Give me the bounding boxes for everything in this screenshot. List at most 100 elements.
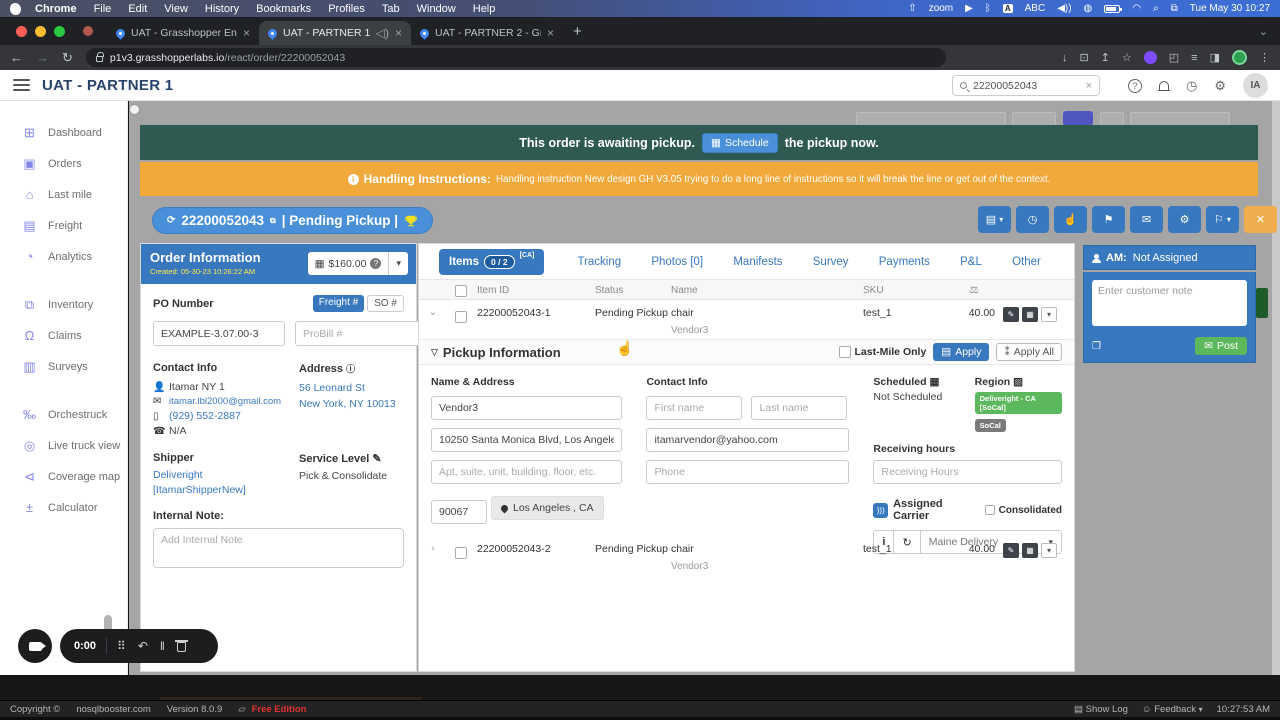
close-tab-icon[interactable]: × [242,26,250,40]
tab-manifests[interactable]: Manifests [733,255,783,268]
feedback-button[interactable]: ☺ Feedback ▾ [1141,703,1203,715]
milestone-button[interactable]: ⚐ ▾ [1206,206,1239,233]
recorder-undo-icon[interactable]: ↶ [137,639,148,653]
minimize-window-button[interactable] [35,25,46,37]
tab-items[interactable]: Items 0 / 2 [CA] [439,248,545,275]
sidebar-item-inventory[interactable]: ⧉ Inventory [0,289,127,320]
chrome-menu-icon[interactable]: ⋮ [1259,52,1270,64]
consolidated-checkbox[interactable]: Consolidated [984,505,1062,516]
email-button[interactable]: ✉ [1130,206,1163,233]
pickup-email-input[interactable] [646,428,850,452]
note-copy-icon[interactable]: ❐ [1092,340,1101,352]
close-tab-icon[interactable]: × [394,26,402,40]
documents-button[interactable]: ▤ ▾ [978,206,1011,233]
address-info-icon[interactable]: ⓘ [346,364,356,374]
row-checkbox[interactable] [455,547,467,559]
address-line-1[interactable]: 56 Leonard St [299,382,365,394]
settings-gear-icon[interactable]: ⚙ [1214,77,1226,93]
carrier-refresh-button[interactable]: ↻ [894,531,921,553]
help-icon[interactable]: ? [1128,78,1142,93]
sidebar-item-orders[interactable]: ▣ Orders [23,155,82,171]
pickup-zip-input[interactable] [431,500,487,524]
apply-all-button[interactable]: ⁑ Apply All [996,343,1062,361]
po-number-input[interactable] [153,321,285,346]
zoom-window-button[interactable] [54,25,65,37]
share-icon[interactable]: ↥ [1100,52,1110,64]
pickup-last-name-input[interactable] [751,396,848,420]
bluetooth-icon[interactable]: ᛒ [984,3,991,14]
menubar-clock[interactable]: Tue May 30 10:27 [1189,3,1270,14]
sidebar-item-claims[interactable]: Ω Claims [0,320,127,351]
menu-file[interactable]: File [93,2,112,15]
sidebar-item-orchestruck[interactable]: ‰ Orchestruck [23,407,108,422]
zoom-menu-item[interactable]: zoom [928,3,954,14]
tab-uat-partner-1[interactable]: UAT - PARTNER 1 - Grassh ◁) × [259,21,411,45]
contact-phone-link[interactable]: (929) 552-2887 [169,410,241,422]
post-note-button[interactable]: ✉ Post [1195,337,1247,355]
new-tab-button[interactable]: + [573,22,582,40]
select-all-checkbox[interactable] [455,284,467,297]
refresh-icon[interactable]: ⟳ [167,215,176,226]
apple-menu-icon[interactable] [10,2,21,15]
display-icon[interactable]: ⇧ [908,3,917,14]
last-mile-only-checkbox[interactable]: Last-Mile Only [838,346,926,358]
edit-item-button[interactable]: ✎ [1003,307,1019,322]
order-status-pill[interactable]: ⟳ 22200052043 ⧉ | Pending Pickup | [152,207,434,234]
hold-button[interactable]: ☝ [1054,206,1087,233]
tab-tracking[interactable]: Tracking [577,255,622,268]
sidebar-item-coverage-map[interactable]: ⊲ Coverage map [0,461,127,492]
tab-payments[interactable]: Payments [878,255,930,268]
user-avatar[interactable]: IA [1243,73,1268,98]
flag-button[interactable]: ⚑ [1092,206,1125,233]
contact-email-link[interactable]: itamar.lbl2000@gmail.com [169,396,282,407]
amount-dropdown-button[interactable]: ▾ [396,258,401,268]
receiving-hours-input[interactable] [873,460,1063,484]
pickup-city-chip[interactable]: Los Angeles , CA [491,496,604,520]
sidebar-item-dashboard[interactable]: ⊞ Dashboard [0,117,127,148]
pickup-phone-input[interactable] [646,460,850,484]
install-app-icon[interactable]: ⊡ [1079,52,1089,64]
item-id[interactable]: 22200052043-2 [477,543,551,555]
bookmark-star-icon[interactable]: ☆ [1121,52,1132,64]
recorder-delete-icon[interactable] [174,640,188,652]
volume-icon[interactable]: ◀)) [1057,3,1072,14]
download-icon[interactable]: ↓ [1061,51,1068,64]
expand-row-icon[interactable]: › [431,543,435,554]
back-button[interactable]: ← [10,50,23,65]
pickup-first-name-input[interactable] [646,396,743,420]
close-order-button[interactable]: ✕ [1244,206,1277,233]
extensions-puzzle-icon[interactable]: ◰ [1168,52,1180,64]
edit-item-button[interactable]: ✎ [1003,543,1019,558]
order-amount-control[interactable]: ▦ $160.00? ▾ [307,252,408,275]
copy-icon[interactable]: ⧉ [269,215,276,225]
address-bar[interactable]: p1v3.grasshopperlabs.io/react/order/2220… [85,48,946,67]
sidebar-item-freight[interactable]: ▤ Freight [23,217,83,233]
close-window-button[interactable] [16,25,27,37]
menu-tab[interactable]: Tab [381,2,400,15]
item-more-button[interactable]: ▾ [1041,543,1057,558]
carrier-info-button[interactable]: i [874,531,895,553]
tab-uat-end-to-end[interactable]: UAT - Grasshopper End To End × [107,21,259,45]
row-checkbox[interactable] [455,311,467,323]
spotlight-icon[interactable]: ⌕ [1153,3,1159,14]
menu-view[interactable]: View [164,2,188,15]
wifi-icon[interactable]: ◠ [1132,3,1142,14]
forward-button[interactable]: → [36,50,49,65]
menu-edit[interactable]: Edit [128,2,148,15]
tab-other[interactable]: Other [1012,255,1041,268]
collapse-row-icon[interactable]: ⌄ [428,307,438,318]
freight-number-toggle[interactable]: Freight # [312,295,365,312]
menu-profiles[interactable]: Profiles [328,2,365,15]
item-details-button[interactable]: ▦ [1022,543,1038,558]
panel-drag-handle[interactable] [129,104,140,115]
control-center-icon[interactable]: ◍ [1083,3,1093,14]
tab-photos[interactable]: Photos [0] [651,255,704,268]
sidebar-item-calculator[interactable]: ± Calculator [0,492,127,523]
play-icon[interactable]: ▶ [965,3,973,14]
schedule-button[interactable]: ▦ Schedule [702,132,778,153]
pickup-vendor-input[interactable] [431,396,623,420]
clear-search-icon[interactable]: × [1085,79,1092,92]
recorder-camera-button[interactable] [18,629,52,663]
apply-button[interactable]: ▤ Apply [933,343,990,361]
menu-window[interactable]: Window [416,2,456,15]
